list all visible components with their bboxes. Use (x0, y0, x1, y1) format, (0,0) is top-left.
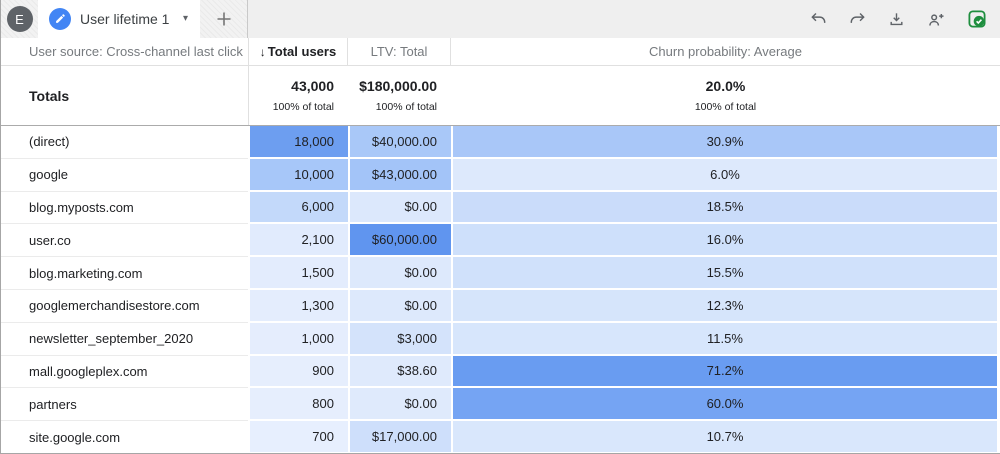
tab-label: User lifetime 1 (80, 11, 170, 27)
row-ltv-cell[interactable]: $17,000.00 (348, 421, 451, 453)
row-source-label[interactable]: user.co (1, 224, 248, 258)
row-source-label[interactable]: site.google.com (1, 421, 248, 453)
totals-users-sub: 100% of total (272, 101, 334, 113)
column-header-churn[interactable]: Churn probability: Average (649, 44, 802, 59)
edit-pencil-icon (49, 8, 71, 30)
row-source-label[interactable]: mall.googleplex.com (1, 356, 248, 389)
table-row: newsletter_september_2020 1,000 $3,000 1… (1, 322, 1000, 356)
table-row: user.co 2,100 $60,000.00 16.0% (1, 224, 1000, 258)
row-source-label[interactable]: partners (1, 388, 248, 422)
row-ltv-cell[interactable]: $40,000.00 (348, 126, 451, 159)
column-header-total-users[interactable]: ↓ Total users (248, 38, 348, 65)
tab-strip: E User lifetime 1 ▾ (1, 0, 248, 38)
row-source-label[interactable]: google (1, 159, 248, 192)
row-ltv-cell[interactable]: $43,000.00 (348, 158, 451, 192)
sort-descending-icon: ↓ (259, 44, 266, 59)
row-source-label[interactable]: googlemerchandisestore.com (1, 290, 248, 323)
row-ltv-cell[interactable]: $3,000 (348, 322, 451, 356)
totals-churn-cell: 20.0% 100% of total (451, 66, 1000, 125)
row-source-label[interactable]: blog.myposts.com (1, 192, 248, 225)
totals-ltv-value: $180,000.00 (359, 78, 437, 94)
table-row: partners 800 $0.00 60.0% (1, 388, 1000, 422)
row-churn-cell[interactable]: 10.7% (451, 421, 1000, 453)
table-row: google 10,000 $43,000.00 6.0% (1, 158, 1000, 192)
row-total-users-cell[interactable]: 2,100 (248, 224, 348, 258)
row-total-users-cell[interactable]: 700 (248, 421, 348, 453)
totals-ltv-cell: $180,000.00 100% of total (348, 66, 451, 125)
row-churn-cell[interactable]: 60.0% (451, 388, 1000, 422)
chevron-down-icon[interactable]: ▾ (182, 13, 188, 24)
totals-ltv-sub: 100% of total (375, 101, 437, 113)
totals-users-cell: 43,000 100% of total (248, 66, 348, 125)
row-churn-cell[interactable]: 71.2% (451, 355, 1000, 389)
table-row: site.google.com 700 $17,000.00 10.7% (1, 421, 1000, 453)
add-collaborator-icon[interactable] (926, 10, 947, 29)
saved-checkmark-icon[interactable] (967, 9, 987, 29)
row-source-label[interactable]: newsletter_september_2020 (1, 323, 248, 356)
undo-icon[interactable] (809, 10, 828, 29)
add-tab-button[interactable] (200, 0, 247, 38)
row-source-label[interactable]: blog.marketing.com (1, 257, 248, 290)
redo-icon[interactable] (848, 10, 867, 29)
column-header-user-source[interactable]: User source: Cross-channel last click (29, 44, 243, 59)
table-row: (direct) 18,000 $40,000.00 30.9% (1, 126, 1000, 159)
row-source-label[interactable]: (direct) (1, 126, 248, 159)
row-ltv-cell[interactable]: $0.00 (348, 191, 451, 225)
column-header-total-users-label: Total users (267, 44, 337, 59)
topbar: E User lifetime 1 ▾ (1, 0, 1000, 38)
avatar-zone: E (1, 0, 38, 38)
avatar[interactable]: E (6, 6, 33, 32)
row-total-users-cell[interactable]: 900 (248, 355, 348, 389)
row-churn-cell[interactable]: 12.3% (451, 289, 1000, 323)
row-total-users-cell[interactable]: 10,000 (248, 158, 348, 192)
totals-churn-sub: 100% of total (694, 101, 757, 113)
totals-users-value: 43,000 (291, 78, 334, 94)
table-header-row: User source: Cross-channel last click ↓ … (1, 38, 1000, 66)
row-ltv-cell[interactable]: $0.00 (348, 388, 451, 422)
row-churn-cell[interactable]: 16.0% (451, 224, 1000, 258)
totals-row: Totals 43,000 100% of total $180,000.00 … (1, 66, 1000, 126)
row-churn-cell[interactable]: 11.5% (451, 322, 1000, 356)
row-total-users-cell[interactable]: 1,000 (248, 322, 348, 356)
row-ltv-cell[interactable]: $60,000.00 (348, 224, 451, 258)
table-row: blog.myposts.com 6,000 $0.00 18.5% (1, 191, 1000, 225)
totals-churn-value: 20.0% (705, 78, 746, 94)
table-row: googlemerchandisestore.com 1,300 $0.00 1… (1, 289, 1000, 323)
row-total-users-cell[interactable]: 1,300 (248, 289, 348, 323)
totals-label: Totals (29, 87, 70, 104)
column-header-ltv[interactable]: LTV: Total (348, 38, 451, 65)
row-churn-cell[interactable]: 18.5% (451, 191, 1000, 225)
row-ltv-cell[interactable]: $38.60 (348, 355, 451, 389)
row-total-users-cell[interactable]: 800 (248, 388, 348, 422)
table-body: (direct) 18,000 $40,000.00 30.9% google … (1, 126, 1000, 453)
row-total-users-cell[interactable]: 18,000 (248, 126, 348, 159)
row-ltv-cell[interactable]: $0.00 (348, 257, 451, 290)
row-churn-cell[interactable]: 6.0% (451, 158, 1000, 192)
row-churn-cell[interactable]: 15.5% (451, 257, 1000, 290)
tab-user-lifetime[interactable]: User lifetime 1 ▾ (38, 0, 200, 38)
download-icon[interactable] (887, 10, 906, 29)
table-row: blog.marketing.com 1,500 $0.00 15.5% (1, 257, 1000, 290)
toolbar (248, 0, 1000, 38)
table-row: mall.googleplex.com 900 $38.60 71.2% (1, 355, 1000, 389)
row-ltv-cell[interactable]: $0.00 (348, 289, 451, 323)
row-total-users-cell[interactable]: 6,000 (248, 191, 348, 225)
row-churn-cell[interactable]: 30.9% (451, 126, 1000, 159)
row-total-users-cell[interactable]: 1,500 (248, 257, 348, 290)
